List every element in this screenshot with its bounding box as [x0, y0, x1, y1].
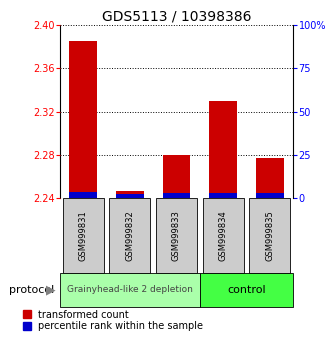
Bar	[256, 158, 284, 198]
Bar	[116, 191, 144, 198]
Bar	[60, 273, 200, 307]
Legend: transformed count, percentile rank within the sample: transformed count, percentile rank withi…	[23, 309, 203, 331]
Bar	[116, 194, 144, 198]
Text: Grainyhead-like 2 depletion: Grainyhead-like 2 depletion	[67, 285, 193, 294]
Text: GSM999834: GSM999834	[218, 210, 228, 261]
Text: GSM999831: GSM999831	[79, 210, 88, 261]
Text: control: control	[227, 285, 266, 295]
Bar	[109, 198, 151, 273]
Bar	[249, 198, 290, 273]
Bar	[209, 101, 237, 198]
Bar	[63, 198, 104, 273]
Bar	[200, 273, 293, 307]
Title: GDS5113 / 10398386: GDS5113 / 10398386	[102, 10, 251, 24]
Bar	[163, 155, 190, 198]
Bar	[256, 193, 284, 198]
Bar	[69, 192, 97, 198]
Text: GSM999833: GSM999833	[172, 210, 181, 261]
Bar	[163, 193, 190, 198]
Text: ▶: ▶	[46, 283, 55, 296]
Bar	[209, 193, 237, 198]
Bar	[156, 198, 197, 273]
Text: GSM999835: GSM999835	[265, 210, 274, 261]
Bar	[202, 198, 244, 273]
Text: GSM999832: GSM999832	[125, 210, 135, 261]
Text: protocol: protocol	[9, 285, 54, 295]
Bar	[69, 41, 97, 198]
